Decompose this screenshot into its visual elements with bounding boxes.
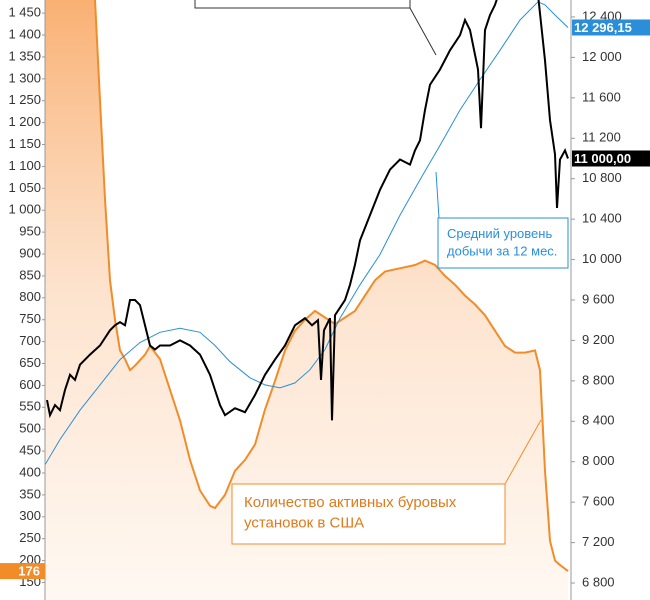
y-tick-label: 300 (19, 508, 41, 523)
y2-tick-label: 8 800 (582, 372, 615, 387)
y2-tick-label: 10 400 (582, 211, 622, 226)
series-line (94, 0, 569, 572)
y-tick-label: 1 100 (8, 158, 41, 173)
y-tick-label: 250 (19, 530, 41, 545)
y-tick-label: 600 (19, 377, 41, 392)
y-tick-label: 1 450 (8, 5, 41, 20)
y-tick-label: 950 (19, 224, 41, 239)
y-tick-label: 1 250 (8, 92, 41, 107)
y-tick-label: 850 (19, 267, 41, 282)
y-tick-label: 1 000 (8, 202, 41, 217)
y-tick-label: 500 (19, 421, 41, 436)
y-tick-label: 750 (19, 311, 41, 326)
y-tick-label: 900 (19, 245, 41, 260)
y-tick-label: 350 (19, 486, 41, 501)
last-value-label: 176 (18, 564, 40, 579)
y2-tick-label: 6 800 (582, 574, 615, 589)
y-tick-label: 400 (19, 464, 41, 479)
y2-tick-label: 7 600 (582, 494, 615, 509)
y-tick-label: 700 (19, 333, 41, 348)
y2-tick-label: 10 000 (582, 251, 622, 266)
y-tick-label: 1 350 (8, 48, 41, 63)
y-tick-label: 1 200 (8, 114, 41, 129)
area (45, 0, 568, 600)
y-tick-label: 1 300 (8, 70, 41, 85)
leader (435, 171, 440, 219)
annotation: Количество активных буровых установок в С… (244, 494, 457, 531)
y-tick-label: 550 (19, 399, 41, 414)
note-box (437, 217, 569, 269)
y2-tick-label: 9 200 (582, 332, 615, 347)
last-value-label: 12 296,15 (574, 20, 632, 35)
y2-tick-label: 9 600 (582, 291, 615, 306)
y2-tick-label: 8 000 (582, 453, 615, 468)
y2-tick-label: 7 200 (582, 534, 615, 549)
annotation: Средний уровень добычи за 12 мес. (447, 226, 557, 259)
y2-tick-label: 10 800 (582, 170, 622, 185)
y2-tick-label: 12 000 (582, 49, 622, 64)
note-box (194, 0, 411, 9)
leader (409, 7, 437, 56)
value-badge (0, 563, 45, 580)
last-value-label: 11 000,00 (574, 151, 631, 166)
y2-tick-label: 8 400 (582, 413, 615, 428)
y2-tick-label: 11 600 (582, 89, 621, 104)
y-tick-label: 450 (19, 443, 41, 458)
y-tick-label: 1 050 (8, 180, 41, 195)
value-badge (572, 19, 650, 36)
note-box (231, 483, 506, 545)
value-badge (572, 150, 650, 167)
y-tick-label: 1 150 (8, 136, 41, 151)
series-line (46, 0, 569, 421)
y2-tick-label: 11 200 (582, 130, 621, 145)
y-tick-label: 1 400 (8, 26, 41, 41)
y-tick-label: 650 (19, 355, 41, 370)
series-line (45, 1, 569, 466)
y-tick-label: 800 (19, 289, 41, 304)
leader (504, 419, 542, 485)
